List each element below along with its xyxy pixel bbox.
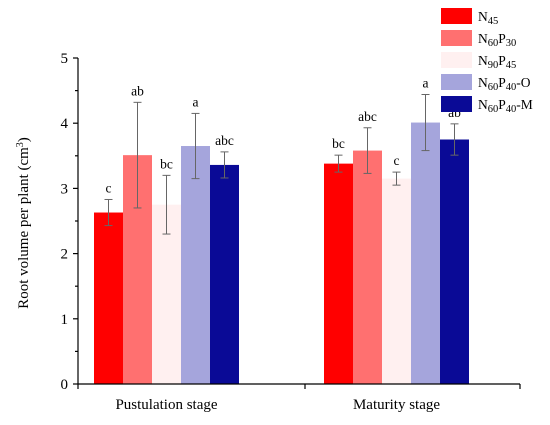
category-label-1: Maturity stage	[353, 397, 440, 413]
y-tick-label-0: 0	[61, 377, 69, 393]
significance-label-N60P40-O-1: a	[423, 76, 429, 91]
legend-swatch-N90P45	[441, 52, 472, 68]
bar-N45-1	[324, 163, 353, 384]
legend-label-N60P40-M: N60P40-M	[478, 97, 533, 115]
legend: N45 N60P30 N90P45 N60P40-O N60P40-M	[441, 8, 533, 115]
y-tick-label-4: 4	[61, 116, 69, 132]
legend-swatch-N60P40-M	[441, 96, 472, 112]
y-tick-label-3: 3	[61, 181, 69, 197]
bar-N60P30-1	[353, 150, 382, 384]
significance-label-N45-0: c	[106, 180, 112, 195]
bar-N45-0	[94, 212, 123, 384]
legend-label-N60P30: N60P30	[478, 31, 516, 49]
legend-swatch-N60P40-O	[441, 74, 472, 90]
y-axis-title: Root volume per plant (cm3)	[15, 137, 32, 309]
legend-label-N60P40-O: N60P40-O	[478, 75, 531, 93]
y-tick-label-1: 1	[61, 312, 69, 328]
y-tick-label-5: 5	[61, 51, 69, 67]
bar-N60P40-O-1	[411, 122, 440, 384]
bar-N60P40-M-0	[210, 164, 239, 384]
bar-N90P45-1	[382, 178, 411, 384]
significance-label-N60P30-1: abc	[358, 109, 377, 124]
significance-label-N60P40-O-0: a	[193, 94, 199, 109]
legend-label-N45: N45	[478, 9, 498, 27]
significance-label-N60P40-M-0: abc	[215, 133, 234, 148]
bar-N60P40-O-0	[181, 146, 210, 384]
significance-label-N60P30-0: ab	[131, 83, 144, 98]
bar-N60P40-M-1	[440, 139, 469, 384]
significance-label-N90P45-0: bc	[160, 156, 173, 171]
legend-label-N90P45: N90P45	[478, 53, 516, 71]
legend-swatch-N60P30	[441, 30, 472, 46]
category-label-0: Pustulation stage	[115, 397, 217, 413]
legend-swatch-N45	[441, 8, 472, 24]
bar-N90P45-0	[152, 204, 181, 384]
significance-label-N90P45-1: c	[394, 153, 400, 168]
error-bars-layer	[104, 94, 459, 235]
axes-layer: Pustulation stage Maturity stage 0 1 2 3 4 5 Roo…	[15, 51, 521, 413]
significance-label-N45-1: bc	[332, 136, 345, 151]
bars-layer	[94, 122, 469, 384]
y-tick-label-2: 2	[61, 247, 69, 263]
